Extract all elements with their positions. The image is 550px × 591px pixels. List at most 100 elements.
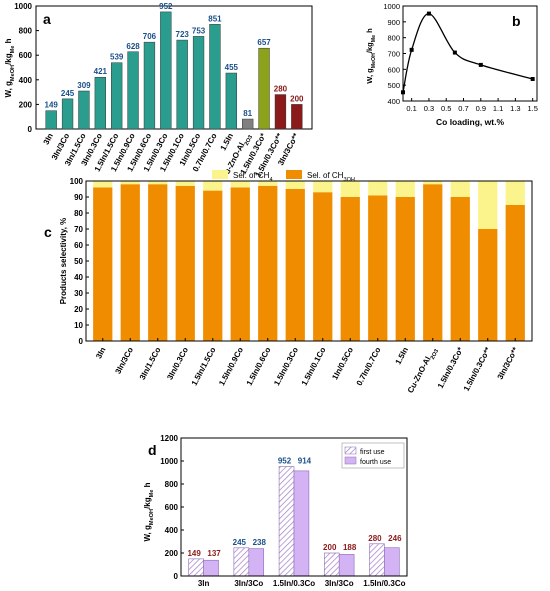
bar-meoh	[368, 195, 388, 341]
legend-label-fourth: fourth use	[360, 459, 391, 466]
bar-fourth-use	[384, 547, 400, 577]
category-label: 1.5In/0.3Co**	[462, 345, 493, 393]
bar-meoh	[93, 187, 113, 341]
bar	[242, 118, 254, 130]
bar-meoh	[340, 197, 360, 341]
data-point	[409, 47, 414, 52]
panel-letter: a	[43, 11, 51, 27]
text-part: 1.5In/0.6Co	[245, 346, 273, 388]
plot-frame	[180, 437, 408, 577]
text-part: /kg	[4, 53, 13, 65]
bar-fourth-use	[248, 548, 265, 577]
y-tick-label: 0	[79, 337, 84, 346]
y-tick-label: 20	[74, 305, 83, 314]
y-tick-label: 400	[19, 76, 33, 85]
text-part: 3In/0.3Co	[165, 346, 190, 382]
bar	[209, 24, 221, 130]
text-part: MeOH	[10, 65, 16, 81]
text-part: Sel. of CH	[233, 171, 270, 180]
text-part: 3In/1.5Co	[138, 346, 163, 382]
legend-swatch-fourth	[344, 456, 357, 465]
text-part: Me	[371, 35, 377, 42]
bar	[127, 51, 139, 130]
text-part: 3In/3Co**	[496, 345, 521, 381]
bar	[258, 47, 270, 130]
bar-ch4	[395, 181, 415, 197]
bar-value-label: 149	[45, 101, 59, 110]
bar-ch4	[423, 181, 443, 185]
bar-meoh	[120, 184, 140, 341]
bar-value-label: 149	[187, 549, 201, 558]
bar-meoh	[395, 197, 415, 341]
legend-label-meoh: Sel. of CH3OH	[307, 171, 355, 183]
bar-value-label: 723	[176, 30, 190, 39]
text-part: 1.5In/0.1Co	[300, 346, 328, 388]
text-part: 1.5In/0.3Co**	[462, 345, 493, 393]
text-part: 2O	[244, 137, 253, 147]
bar-meoh	[285, 189, 305, 341]
legend-label-ch4: Sel. of CH4	[233, 171, 273, 183]
text-part: W, g	[4, 81, 13, 98]
bar-value-label: 245	[233, 538, 247, 547]
category-label: 1.5In/0.3Co*	[436, 345, 466, 390]
bar-value-label: 455	[225, 63, 239, 72]
bar-meoh	[203, 190, 223, 341]
category-label: 1In/0.5Co	[330, 346, 355, 382]
category-label: 3In	[42, 132, 55, 147]
y-tick-label: 100	[70, 177, 84, 186]
y-axis-label: W, gMeOH/kgMe h	[143, 482, 155, 541]
text-part: 1.5In	[219, 132, 236, 152]
bar-fourth-use	[293, 470, 310, 577]
bar-ch4	[258, 181, 278, 186]
series-line	[402, 12, 533, 93]
x-tick-label: 0.3	[424, 104, 434, 113]
bar-value-label: 245	[61, 89, 75, 98]
x-tick-label: 0.9	[476, 104, 486, 113]
bar-value-label: 421	[94, 67, 108, 76]
category-label: 3In/1.5Co	[138, 346, 163, 382]
bar-value-label: 188	[343, 543, 357, 552]
category-label: 1.5In/0.1Co	[300, 346, 328, 388]
bar-meoh	[505, 205, 525, 341]
y-tick-label: 400	[387, 97, 400, 106]
bar-ch4	[203, 181, 223, 191]
data-point	[478, 62, 483, 67]
x-axis-label: Co loading, wt.%	[436, 117, 504, 127]
y-tick-label: 1000	[383, 2, 400, 11]
bar-value-label: 628	[126, 42, 140, 51]
category-label: 1.5In/0.3Co	[272, 346, 300, 388]
y-tick-label: 50	[74, 257, 83, 266]
bar	[291, 104, 303, 130]
legend-swatch-first	[344, 446, 357, 455]
text-part: 0.7In/0.7Co	[355, 346, 383, 388]
y-tick-label: 400	[165, 526, 179, 535]
plot-frame	[35, 5, 313, 130]
category-label: 3In/3Co**	[496, 345, 521, 381]
x-tick-label: 1.1	[493, 104, 503, 113]
y-tick-label: 80	[74, 209, 83, 218]
text-part: /kg	[365, 42, 374, 53]
bar-value-label: 246	[388, 534, 402, 543]
y-tick-label: 1200	[160, 434, 178, 443]
panel-letter: c	[44, 224, 52, 240]
bar-ch4	[285, 181, 305, 189]
y-tick-label: 90	[74, 193, 83, 202]
bar-first-use	[188, 558, 204, 577]
category-label: 0.7In/0.7Co	[355, 346, 383, 388]
panel-d-chart: d 0 200 400 600 800 1000 1200 W, gMeOH/kgMe h 149…	[143, 434, 408, 588]
bar	[111, 62, 123, 130]
bar	[176, 39, 188, 130]
y-axis-label: W, gMeOH/kgMe h	[4, 38, 16, 97]
text-part: h	[143, 482, 152, 489]
y-tick-label: 30	[74, 289, 83, 298]
bar-first-use	[369, 543, 385, 577]
bar-value-label: 914	[298, 457, 312, 466]
bar-ch4	[340, 181, 360, 197]
x-tick-label: 1.3	[510, 104, 520, 113]
bar-value-label: 539	[110, 53, 124, 62]
panel-b-chart: b 400 500 600 700 800 900 1000 0.1 0.3 0.5 0.7 0.9 1.…	[365, 2, 538, 127]
bar-ch4	[230, 181, 250, 188]
bar-ch4	[478, 181, 498, 229]
bar-value-label: 657	[257, 38, 271, 47]
text-part: W, g	[143, 525, 152, 542]
